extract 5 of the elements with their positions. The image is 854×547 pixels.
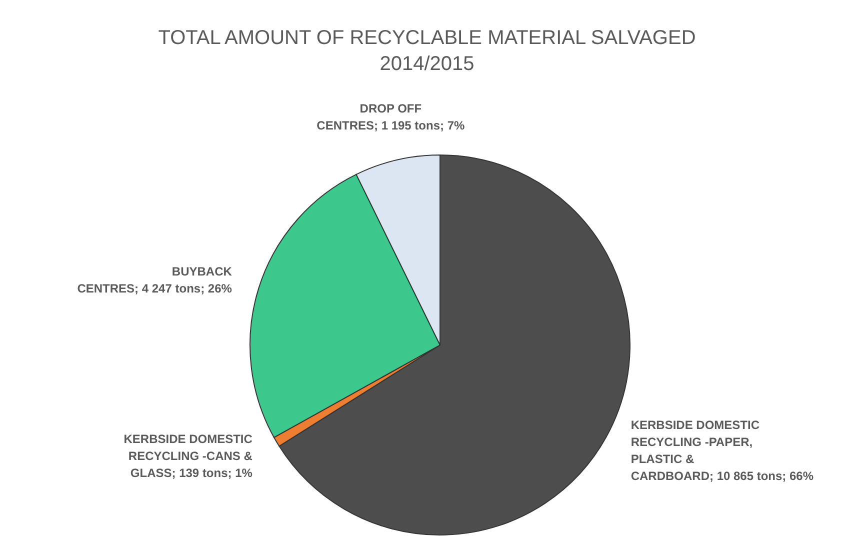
slice-label: BUYBACK CENTRES; 4 247 tons; 26% bbox=[77, 264, 232, 296]
slice-label: KERBSIDE DOMESTIC RECYCLING -CANS & GLASS; 139 tons; 1% bbox=[124, 432, 253, 480]
slice-label: KERBSIDE DOMESTIC RECYCLING -PAPER, PLASTIC & CARDBOARD; 10 865 tons; 66% bbox=[630, 418, 814, 483]
slice-label: DROP OFF CENTRES; 1 195 tons; 7% bbox=[316, 102, 466, 133]
chart-title: TOTAL AMOUNT OF RECYCLABLE MATERIAL SALVAGED 2014/2015 bbox=[158, 27, 696, 75]
